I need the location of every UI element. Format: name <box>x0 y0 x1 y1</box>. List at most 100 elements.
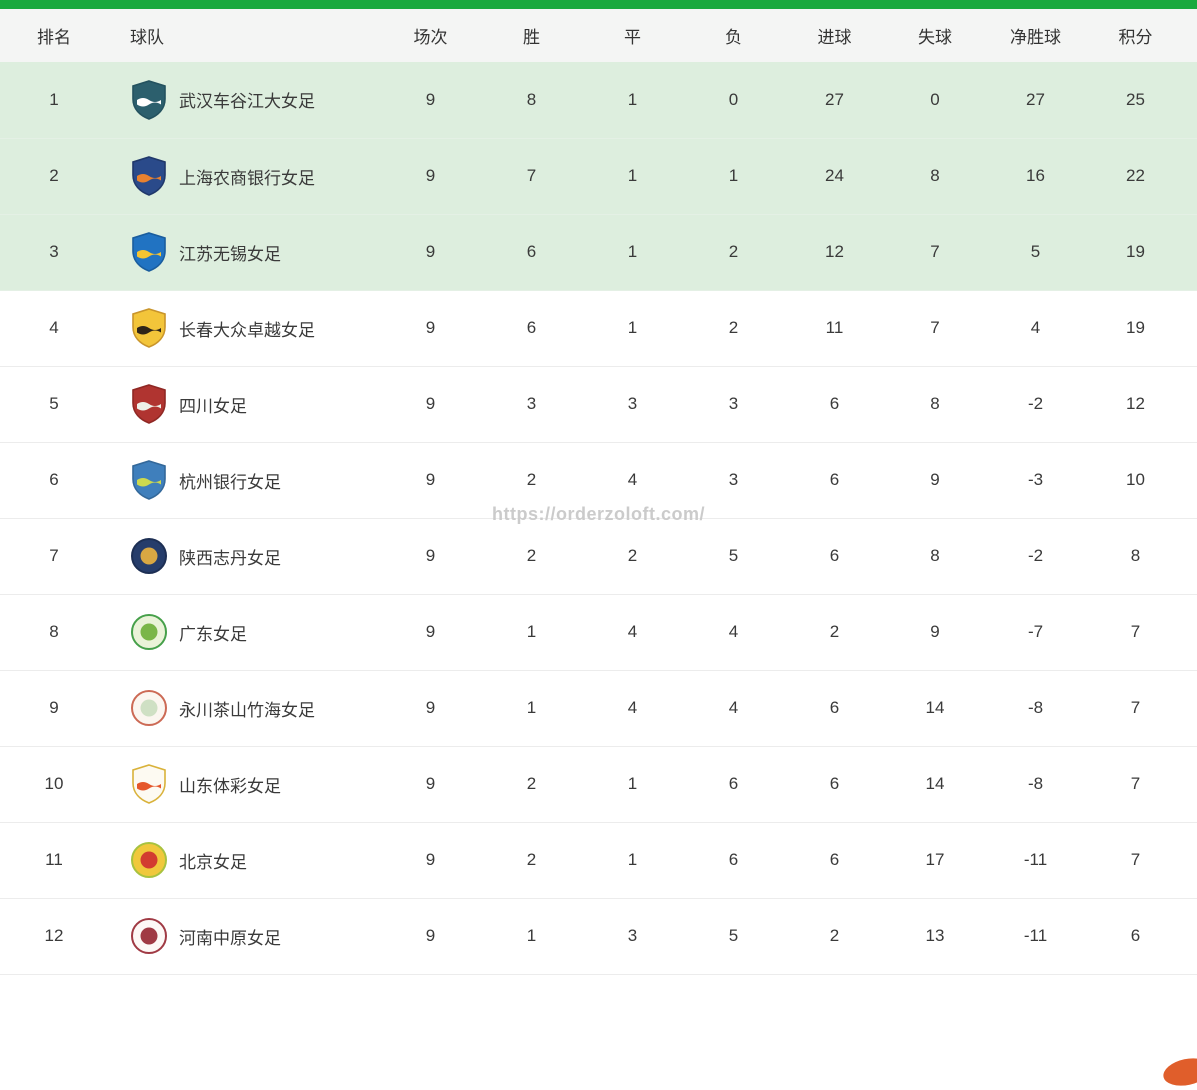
matches-cell: 9 <box>425 242 436 261</box>
table-row: 4 长春大众卓越女足 9 6 1 2 11 7 4 19 <box>0 290 1197 366</box>
draws-cell: 4 <box>627 622 638 641</box>
goals-for-cell: 6 <box>829 470 840 489</box>
goals-against-cell: 13 <box>925 926 945 945</box>
rank-cell: 8 <box>49 622 59 641</box>
draws-cell: 4 <box>627 698 638 717</box>
points-cell: 7 <box>1130 622 1141 641</box>
wins-cell: 2 <box>526 774 537 793</box>
team-crest-icon <box>130 764 168 804</box>
col-header-team: 球队 <box>130 28 164 47</box>
team-cell[interactable]: 山东体彩女足 <box>108 746 380 822</box>
goal-diff-cell: -2 <box>1027 394 1044 413</box>
goal-diff-cell: -2 <box>1027 546 1044 565</box>
goals-for-cell: 6 <box>829 698 840 717</box>
team-crest-icon <box>130 79 168 120</box>
draws-cell: 1 <box>627 850 638 869</box>
col-header-points: 积分 <box>1118 28 1153 47</box>
team-crest-icon <box>130 232 168 272</box>
goals-against-cell: 8 <box>930 166 940 185</box>
col-header-goal-diff: 净胜球 <box>1010 28 1061 47</box>
team-cell[interactable]: 四川女足 <box>108 366 380 442</box>
goals-for-cell: 6 <box>829 394 840 413</box>
col-header-goals-against: 失球 <box>918 28 952 47</box>
goals-for-cell: 24 <box>825 166 844 185</box>
team-cell[interactable]: 杭州银行女足 <box>108 442 380 518</box>
team-name[interactable]: 上海农商银行女足 <box>179 168 315 188</box>
team-name[interactable]: 长春大众卓越女足 <box>179 320 315 340</box>
points-cell: 12 <box>1126 394 1145 413</box>
goals-against-cell: 14 <box>925 774 945 793</box>
col-header-rank: 排名 <box>37 28 71 47</box>
rank-cell: 12 <box>44 926 64 945</box>
team-cell[interactable]: 长春大众卓越女足 <box>108 290 380 366</box>
table-row: 7 陕西志丹女足 9 2 2 5 6 8 -2 8 <box>0 518 1197 594</box>
team-name[interactable]: 陕西志丹女足 <box>179 548 281 568</box>
team-cell[interactable]: 河南中原女足 <box>108 898 380 974</box>
wins-cell: 3 <box>526 394 537 413</box>
wins-cell: 6 <box>526 318 537 337</box>
team-crest-icon <box>130 688 168 728</box>
table-row: 11 北京女足 9 2 1 6 6 17 -11 7 <box>0 822 1197 898</box>
team-cell[interactable]: 陕西志丹女足 <box>108 518 380 594</box>
col-header-goals-for: 进球 <box>817 28 852 47</box>
points-cell: 7 <box>1130 774 1141 793</box>
team-cell[interactable]: 永川茶山竹海女足 <box>108 670 380 746</box>
goal-diff-cell: 5 <box>1030 242 1041 261</box>
rank-cell: 4 <box>49 318 59 337</box>
team-name[interactable]: 武汉车谷江大女足 <box>179 92 315 112</box>
goals-for-cell: 12 <box>825 242 844 261</box>
losses-cell: 2 <box>728 318 739 337</box>
wins-cell: 1 <box>526 698 537 717</box>
goals-for-cell: 6 <box>829 774 840 793</box>
wins-cell: 1 <box>526 622 537 641</box>
team-name[interactable]: 山东体彩女足 <box>179 776 281 796</box>
team-name[interactable]: 杭州银行女足 <box>179 472 281 492</box>
draws-cell: 1 <box>627 242 638 261</box>
goals-for-cell: 2 <box>829 926 840 945</box>
matches-cell: 9 <box>425 774 436 793</box>
rank-cell: 7 <box>49 546 59 565</box>
team-crest-icon <box>130 460 168 500</box>
team-cell[interactable]: 北京女足 <box>108 822 380 898</box>
goal-diff-cell: -3 <box>1027 470 1044 489</box>
goals-for-cell: 2 <box>829 622 840 641</box>
goals-for-cell: 11 <box>825 318 844 337</box>
team-crest-icon <box>130 536 168 576</box>
matches-cell: 9 <box>425 698 436 717</box>
wins-cell: 7 <box>526 166 537 185</box>
draws-cell: 1 <box>627 318 638 337</box>
matches-cell: 9 <box>425 394 436 413</box>
team-name[interactable]: 四川女足 <box>179 396 247 416</box>
table-row: 9 永川茶山竹海女足 9 1 4 4 6 14 -8 7 <box>0 670 1197 746</box>
top-accent-bar <box>0 0 1197 9</box>
draws-cell: 3 <box>627 926 638 945</box>
team-name[interactable]: 北京女足 <box>179 852 247 872</box>
team-crest-icon <box>130 308 168 348</box>
losses-cell: 6 <box>728 774 739 793</box>
losses-cell: 6 <box>728 850 739 869</box>
table-row: 1 武汉车谷江大女足 9 8 1 0 27 0 27 25 <box>0 62 1197 138</box>
col-header-losses: 负 <box>725 28 742 47</box>
team-name[interactable]: 江苏无锡女足 <box>179 244 281 264</box>
team-name[interactable]: 广东女足 <box>179 624 247 644</box>
goals-against-cell: 9 <box>930 470 940 489</box>
draws-cell: 2 <box>627 546 638 565</box>
team-cell[interactable]: 江苏无锡女足 <box>108 214 380 290</box>
points-cell: 6 <box>1130 926 1141 945</box>
team-cell[interactable]: 广东女足 <box>108 594 380 670</box>
table-row: 3 江苏无锡女足 9 6 1 2 12 7 5 19 <box>0 214 1197 290</box>
goals-against-cell: 8 <box>930 394 940 413</box>
points-cell: 7 <box>1130 698 1141 717</box>
points-cell: 22 <box>1126 166 1145 185</box>
team-name[interactable]: 河南中原女足 <box>179 928 281 948</box>
points-cell: 10 <box>1126 470 1145 489</box>
team-name[interactable]: 永川茶山竹海女足 <box>179 700 315 720</box>
rank-cell: 2 <box>49 166 59 185</box>
wins-cell: 2 <box>526 470 537 489</box>
goal-diff-cell: -11 <box>1023 850 1048 869</box>
matches-cell: 9 <box>425 546 436 565</box>
matches-cell: 9 <box>425 850 436 869</box>
team-cell[interactable]: 上海农商银行女足 <box>108 138 380 214</box>
team-cell[interactable]: 武汉车谷江大女足 <box>108 62 380 138</box>
rank-cell: 9 <box>49 698 59 717</box>
